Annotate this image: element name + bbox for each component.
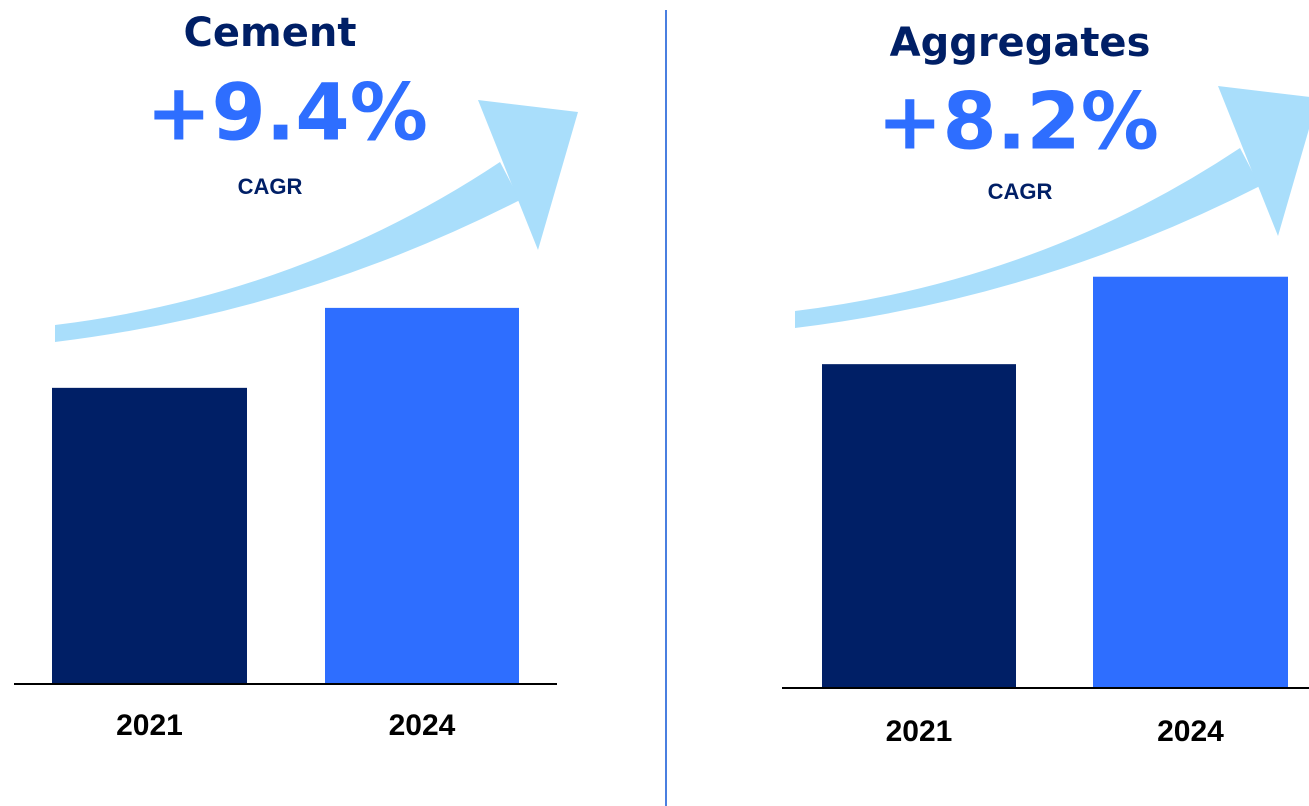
x-tick-label: 2024 [1157, 715, 1224, 748]
bar [325, 307, 519, 684]
bar [52, 387, 247, 684]
bar [1093, 276, 1288, 688]
growth-arrow [55, 100, 578, 342]
cagr-label: CAGR [238, 174, 303, 199]
bar [822, 364, 1016, 688]
x-tick-label: 2024 [389, 709, 456, 742]
chart-title: Cement [184, 10, 357, 56]
x-tick-label: 2021 [886, 715, 953, 748]
cagr-label: CAGR [988, 179, 1053, 204]
chart-title: Aggregates [890, 20, 1151, 66]
growth-arrow [795, 86, 1309, 328]
cagr-value: +8.2% [877, 77, 1159, 167]
x-tick-label: 2021 [116, 709, 183, 742]
cagr-value: +9.4% [146, 68, 428, 158]
